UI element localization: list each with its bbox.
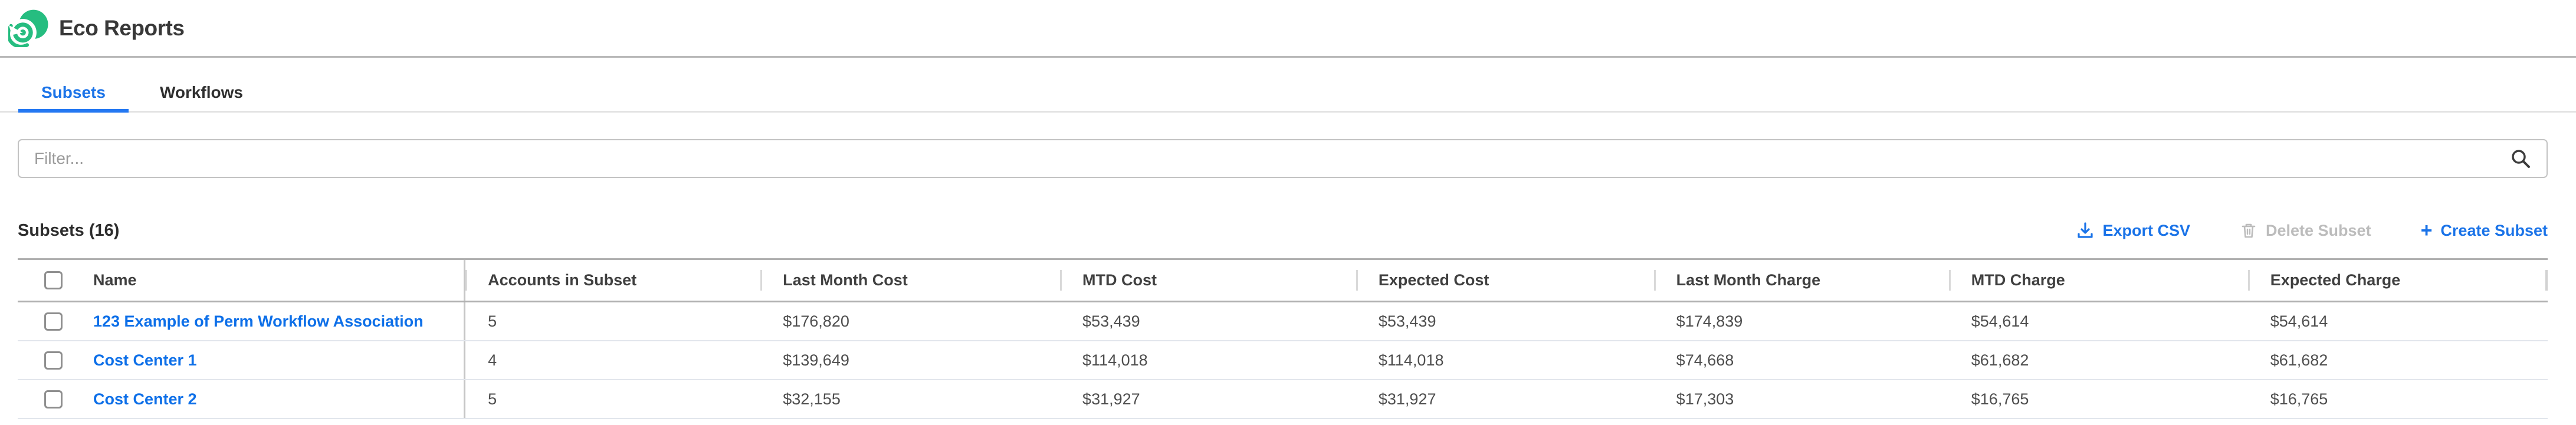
trash-icon <box>2242 223 2256 238</box>
subset-link[interactable]: 123 Example of Perm Workflow Association <box>93 312 424 330</box>
subsets-table: Name Accounts in Subset Last Month Cost MTD… <box>18 258 2548 419</box>
row-name-cell: Cost Center 2 <box>18 380 466 418</box>
row-checkbox[interactable] <box>44 312 63 331</box>
column-header-expected-cost: Expected Cost <box>1356 260 1654 301</box>
cell-value: 5 <box>488 312 497 330</box>
cell-accounts-in-subset: 5 <box>465 302 760 340</box>
column-header-last-month-charge: Last Month Charge <box>1653 260 1949 301</box>
cell-value: $31,927 <box>1082 390 1140 408</box>
tab-subsets[interactable]: Subsets <box>18 75 129 113</box>
column-header-label: Last Month Charge <box>1676 271 1821 289</box>
subset-link[interactable]: Cost Center 2 <box>93 390 197 408</box>
subsets-count-heading: Subsets (16) <box>18 220 120 240</box>
eco-reports-logo-icon <box>8 9 48 47</box>
cell-accounts-in-subset: 4 <box>465 341 760 379</box>
cell-value: 4 <box>488 351 497 369</box>
cell-mtd-charge: $16,765 <box>1949 380 2248 418</box>
column-header-label: Accounts in Subset <box>488 271 637 289</box>
cell-last-month-cost: $32,155 <box>760 380 1060 418</box>
subsets-toolbar: Subsets (16) Export CSV Delete Subset + … <box>18 220 2548 240</box>
cell-value: $16,765 <box>2270 390 2328 408</box>
row-name-cell: Cost Center 1 <box>18 341 466 379</box>
column-header-name: Name <box>18 260 466 301</box>
cell-value: $54,614 <box>2270 312 2328 330</box>
cell-value: 5 <box>488 390 497 408</box>
cell-value: $61,682 <box>2270 351 2328 369</box>
select-all-checkbox[interactable] <box>44 271 63 289</box>
tab-workflows[interactable]: Workflows <box>159 83 243 101</box>
cell-mtd-cost: $114,018 <box>1060 341 1356 379</box>
delete-subset-button[interactable]: Delete Subset <box>2240 222 2371 240</box>
column-header-label: Expected Charge <box>2270 271 2401 289</box>
tab-bar: Subsets Workflows <box>0 75 2576 113</box>
column-header-accounts-in-subset: Accounts in Subset <box>465 260 760 301</box>
cell-value: $114,018 <box>1378 351 1444 369</box>
cell-mtd-cost: $31,927 <box>1060 380 1356 418</box>
download-icon <box>2078 222 2093 238</box>
table-body: 123 Example of Perm Workflow Association… <box>18 302 2548 419</box>
cell-expected-cost: $31,927 <box>1356 380 1654 418</box>
column-header-label: Expected Cost <box>1378 271 1489 289</box>
cell-value: $16,765 <box>1971 390 2029 408</box>
toolbar-actions: Export CSV Delete Subset + Create Subset <box>2076 220 2548 240</box>
cell-last-month-cost: $139,649 <box>760 341 1060 379</box>
cell-value: $174,839 <box>1676 312 1743 330</box>
column-header-label: MTD Cost <box>1082 271 1157 289</box>
export-csv-label: Export CSV <box>2102 221 2190 239</box>
row-checkbox[interactable] <box>44 351 63 370</box>
cell-value: $53,439 <box>1378 312 1436 330</box>
cell-mtd-cost: $53,439 <box>1060 302 1356 340</box>
plus-icon: + <box>2420 219 2433 242</box>
row-name-cell: 123 Example of Perm Workflow Association <box>18 302 466 340</box>
column-header-mtd-cost: MTD Cost <box>1060 260 1356 301</box>
cell-expected-charge: $16,765 <box>2248 380 2548 418</box>
page-title: Eco Reports <box>59 15 185 40</box>
column-header-label: Last Month Cost <box>783 271 908 289</box>
cell-value: $17,303 <box>1676 390 1734 408</box>
cell-mtd-charge: $54,614 <box>1949 302 2248 340</box>
table-row: 123 Example of Perm Workflow Association… <box>18 302 2548 341</box>
cell-accounts-in-subset: 5 <box>465 380 760 418</box>
cell-last-month-charge: $174,839 <box>1654 302 1949 340</box>
filter-input[interactable] <box>19 140 2510 177</box>
cell-value: $139,649 <box>783 351 849 369</box>
cell-value: $31,927 <box>1378 390 1436 408</box>
column-header-label: Name <box>93 271 137 289</box>
table-row: Cost Center 2 5 $32,155 $31,927 $31,927 $17,3… <box>18 380 2548 419</box>
search-icon[interactable] <box>2510 148 2531 169</box>
row-checkbox[interactable] <box>44 390 63 408</box>
cell-value: $54,614 <box>1971 312 2029 330</box>
cell-value: $176,820 <box>783 312 849 330</box>
cell-last-month-charge: $74,668 <box>1654 341 1949 379</box>
cell-last-month-cost: $176,820 <box>760 302 1060 340</box>
cell-value: $32,155 <box>783 390 841 408</box>
export-csv-button[interactable]: Export CSV <box>2076 222 2190 240</box>
cell-value: $114,018 <box>1082 351 1148 369</box>
create-subset-label: Create Subset <box>2440 221 2548 239</box>
filter-bar <box>18 139 2548 178</box>
column-header-mtd-charge: MTD Charge <box>1948 260 2248 301</box>
cell-mtd-charge: $61,682 <box>1949 341 2248 379</box>
create-subset-button[interactable]: + Create Subset <box>2421 220 2548 240</box>
cell-value: $74,668 <box>1676 351 1734 369</box>
table-header-row: Name Accounts in Subset Last Month Cost MTD… <box>18 258 2548 302</box>
table-row: Cost Center 1 4 $139,649 $114,018 $114,018 $7… <box>18 341 2548 380</box>
cell-value: $53,439 <box>1082 312 1140 330</box>
subset-link[interactable]: Cost Center 1 <box>93 351 197 369</box>
cell-last-month-charge: $17,303 <box>1654 380 1949 418</box>
cell-expected-charge: $54,614 <box>2248 302 2548 340</box>
cell-expected-charge: $61,682 <box>2248 341 2548 379</box>
cell-expected-cost: $114,018 <box>1356 341 1654 379</box>
delete-subset-label: Delete Subset <box>2266 221 2371 239</box>
cell-expected-cost: $53,439 <box>1356 302 1654 340</box>
column-header-label: MTD Charge <box>1971 271 2065 289</box>
column-header-expected-charge: Expected Charge <box>2247 260 2548 301</box>
column-header-last-month-cost: Last Month Cost <box>760 260 1060 301</box>
cell-value: $61,682 <box>1971 351 2029 369</box>
app-header: Eco Reports <box>0 0 2576 58</box>
